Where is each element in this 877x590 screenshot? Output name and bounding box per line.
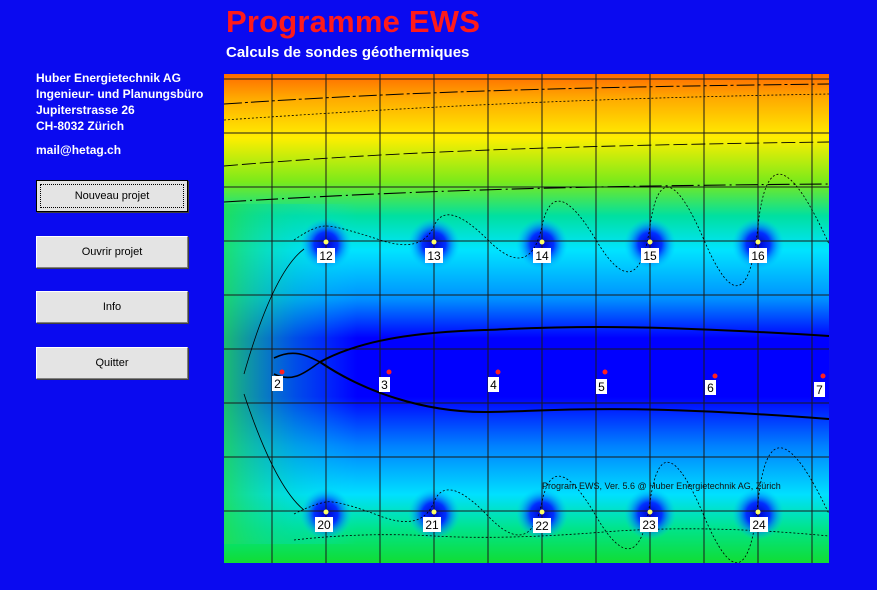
copyright-text: Program EWS, Ver. 5.6 @ Huber Energietec… [542, 481, 781, 491]
svg-text:6: 6 [707, 381, 714, 395]
svg-text:3: 3 [381, 378, 388, 392]
app-subtitle: Calculs de sondes géothermiques [226, 44, 470, 61]
new-project-button[interactable]: Nouveau projet [36, 180, 188, 212]
probe-label-14: 14 [533, 248, 551, 263]
svg-text:23: 23 [642, 518, 656, 532]
company-address: Huber Energietechnik AG Ingenieur- und P… [36, 70, 203, 134]
temperature-field-plot: 12 13 14 15 16 2 [224, 74, 829, 563]
svg-text:22: 22 [535, 519, 549, 533]
probe-labels: 12 13 14 15 16 2 [272, 248, 825, 533]
svg-text:7: 7 [816, 383, 823, 397]
probe-markers [279, 239, 826, 515]
probe-label-23: 23 [640, 517, 658, 532]
probe-label-21: 21 [423, 517, 441, 532]
info-button[interactable]: Info [36, 291, 188, 323]
probe-label-24: 24 [750, 517, 768, 532]
svg-text:16: 16 [751, 249, 765, 263]
isotherm-lines [224, 83, 829, 563]
svg-text:13: 13 [427, 249, 441, 263]
company-street: Jupiterstrasse 26 [36, 103, 135, 117]
probe-label-2: 2 [272, 376, 283, 391]
open-project-button[interactable]: Ouvrir projet [36, 236, 188, 268]
svg-text:15: 15 [643, 249, 657, 263]
company-name: Huber Energietechnik AG [36, 71, 181, 85]
app-title: Programme EWS [226, 4, 481, 39]
probe-label-4: 4 [488, 377, 499, 392]
probe-label-5: 5 [596, 379, 607, 394]
svg-text:24: 24 [752, 518, 766, 532]
probe-label-13: 13 [425, 248, 443, 263]
probe-label-3: 3 [379, 377, 390, 392]
svg-text:12: 12 [319, 249, 333, 263]
probe-label-6: 6 [705, 380, 716, 395]
svg-text:21: 21 [425, 518, 439, 532]
probe-label-22: 22 [533, 518, 551, 533]
probe-label-16: 16 [749, 248, 767, 263]
temperature-field-svg: 12 13 14 15 16 2 [224, 74, 829, 563]
probe-label-12: 12 [317, 248, 335, 263]
svg-text:4: 4 [490, 378, 497, 392]
svg-text:5: 5 [598, 380, 605, 394]
probe-label-7: 7 [814, 382, 825, 397]
company-mail: mail@hetag.ch [36, 143, 122, 157]
company-department: Ingenieur- und Planungsbüro [36, 87, 204, 101]
probe-label-15: 15 [641, 248, 659, 263]
quit-button[interactable]: Quitter [36, 347, 188, 379]
svg-text:14: 14 [535, 249, 549, 263]
svg-text:20: 20 [317, 518, 331, 532]
svg-text:2: 2 [274, 377, 281, 391]
probe-label-20: 20 [315, 517, 333, 532]
company-city: CH-8032 Zürich [36, 119, 125, 133]
grid-lines [224, 74, 829, 563]
